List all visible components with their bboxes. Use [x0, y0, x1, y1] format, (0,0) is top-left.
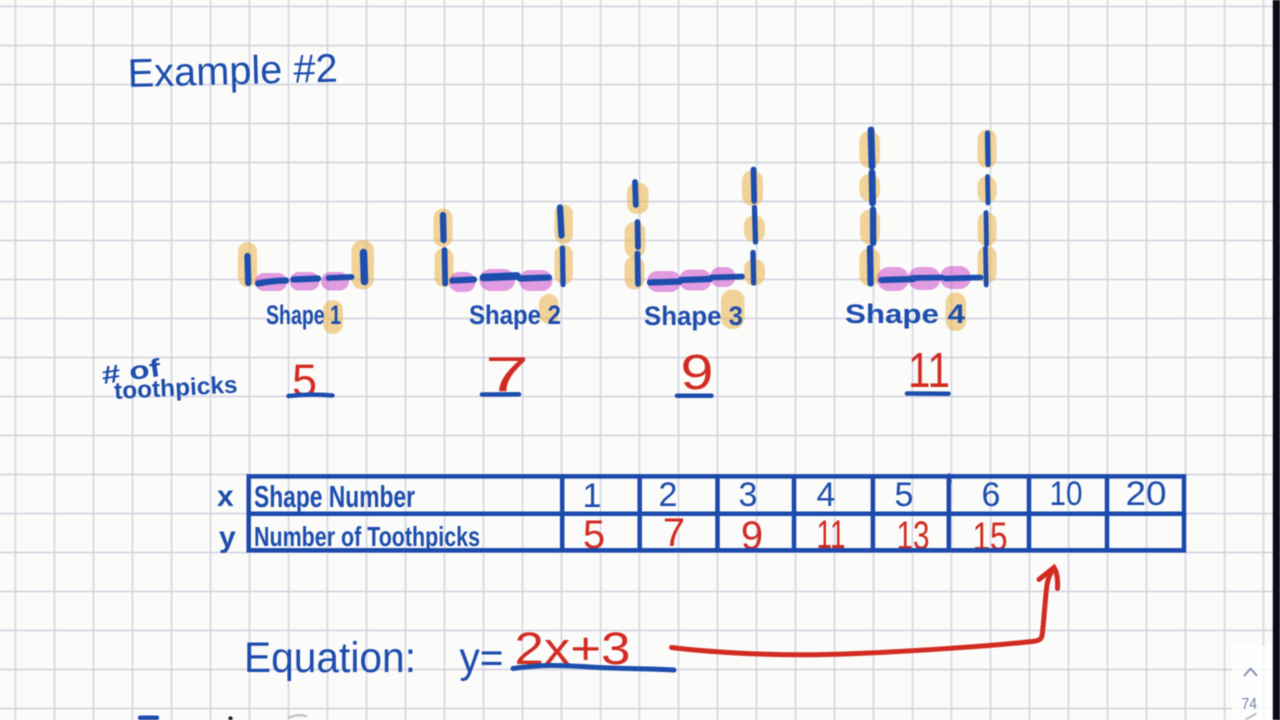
svg-text:Number of Toothpicks: Number of Toothpicks — [254, 521, 480, 552]
svg-text:10: 10 — [1050, 475, 1083, 513]
svg-text:y=: y= — [460, 634, 504, 682]
svg-text:5: 5 — [583, 513, 605, 557]
svg-text:Shape 3: Shape 3 — [644, 301, 743, 331]
svg-text:20: 20 — [1126, 475, 1167, 513]
svg-text:5: 5 — [292, 355, 317, 406]
svg-text:y: y — [219, 521, 236, 554]
svg-text:Shape 4: Shape 4 — [845, 299, 965, 329]
svg-text:7: 7 — [663, 511, 685, 555]
svg-text:Shape 1: Shape 1 — [266, 300, 341, 330]
svg-text:9: 9 — [741, 514, 763, 558]
svg-text:Example #2: Example #2 — [127, 47, 338, 96]
svg-text:6: 6 — [982, 476, 1001, 514]
svg-text:Shape Number: Shape Number — [254, 479, 415, 514]
svg-text:1: 1 — [583, 477, 602, 515]
svg-text:5: 5 — [895, 476, 914, 514]
svg-text:toothpicks: toothpicks — [113, 372, 238, 405]
svg-text:2: 2 — [659, 476, 678, 514]
svg-text:11: 11 — [908, 343, 950, 398]
svg-text:Shape 2: Shape 2 — [469, 300, 561, 330]
svg-text:4: 4 — [817, 476, 836, 514]
svg-text:3: 3 — [739, 476, 758, 514]
svg-text:74: 74 — [1242, 696, 1258, 713]
svg-text:9: 9 — [681, 346, 714, 400]
svg-text:x: x — [217, 480, 234, 513]
svg-text:Equation:: Equation: — [244, 634, 416, 682]
